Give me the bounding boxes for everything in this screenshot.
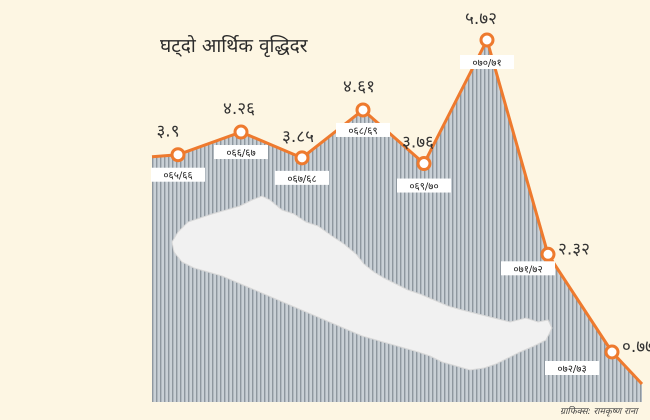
fiscal-year-label-bg [275, 170, 329, 185]
value-labels: ३.९ ४.२६ ३.८५ ४.६१ ३.७६ ५.७२ २.३२ ०.७७ [156, 9, 650, 357]
graphics-credit: ग्राफिक्स: रामकृष्ण राना [560, 405, 639, 417]
data-point-marker [540, 246, 556, 262]
data-point-marker [416, 156, 432, 172]
fiscal-year-label-bg [214, 145, 268, 160]
data-point-marker [355, 102, 371, 118]
value-label: ०.७७ [622, 337, 650, 357]
fiscal-year-label: ०६७/६८ [287, 174, 316, 185]
value-label: ३.९ [156, 122, 179, 142]
fiscal-year-label: ०६५/६६ [163, 171, 192, 182]
value-label: ५.७२ [465, 9, 497, 29]
data-point-marker [294, 150, 310, 166]
chart-title: घट्दो आर्थिक वृद्धिदर [160, 34, 309, 58]
growth-line [151, 38, 644, 386]
area-group [152, 40, 642, 402]
fiscal-year-label: ०६६/६७ [226, 148, 255, 159]
fiscal-year-label-bg [397, 178, 451, 193]
fiscal-year-label-bg [545, 361, 599, 375]
value-label: ३.७६ [402, 133, 434, 153]
fiscal-year-label: ०६८/६९ [348, 126, 377, 137]
nepal-map-silhouette [171, 195, 553, 371]
fiscal-year-label-bg [460, 55, 514, 69]
data-markers [170, 32, 620, 360]
area-fill [152, 40, 642, 402]
fiscal-year-labels: ०६५/६६ ०६६/६७ ०६७/६८ ०६८/६९ ०६९/७० ०७०/७१ ०७१/… [151, 55, 599, 375]
value-label: ३.८५ [282, 127, 314, 147]
data-point-marker [170, 147, 186, 163]
fiscal-year-label: ०६९/७० [409, 182, 438, 193]
fiscal-year-label-bg [151, 167, 205, 182]
credit-strip [152, 402, 650, 420]
fiscal-year-label: ०७१/७२ [513, 264, 542, 275]
data-point-marker [604, 344, 620, 360]
value-label: ४.६१ [343, 77, 375, 97]
fiscal-year-label: ०७२/७३ [557, 364, 586, 375]
fiscal-year-label-bg [336, 122, 390, 137]
value-label: २.३२ [558, 239, 590, 259]
fiscal-year-label-bg [501, 261, 555, 276]
fiscal-year-label: ०७०/७१ [472, 58, 501, 69]
value-label: ४.२६ [223, 99, 255, 119]
data-point-marker [479, 32, 495, 48]
data-point-marker [233, 124, 249, 140]
